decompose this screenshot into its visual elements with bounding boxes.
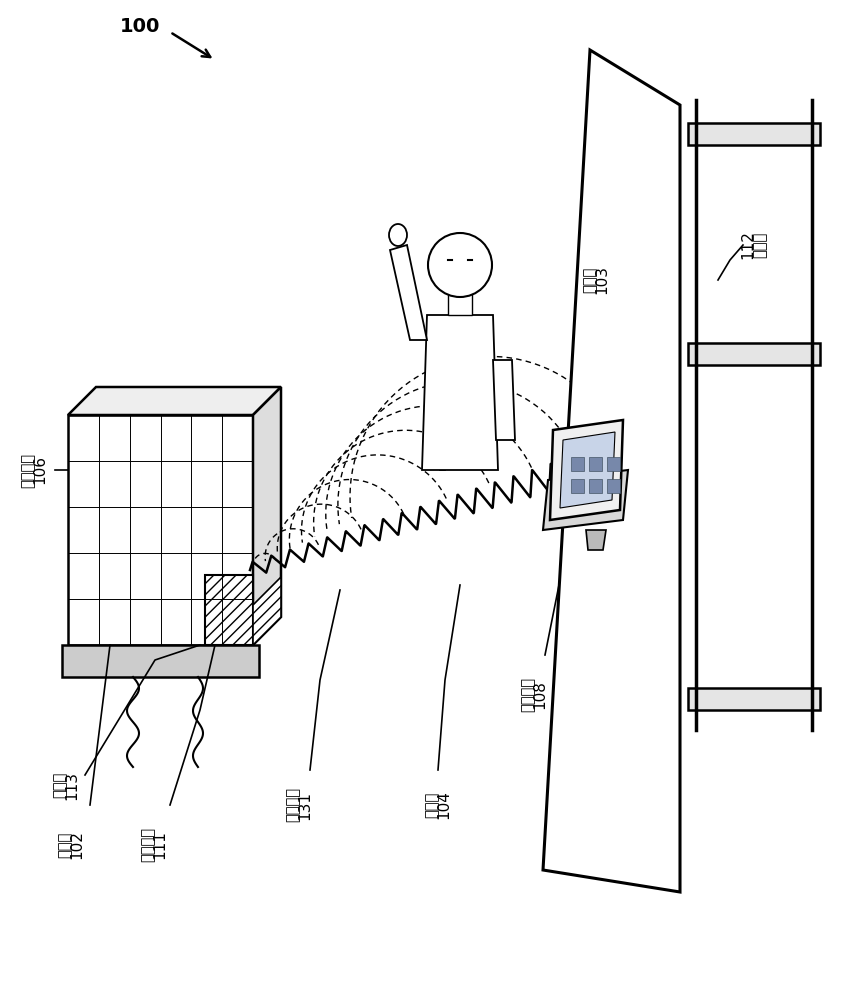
Text: 电子设备: 电子设备 (520, 678, 536, 712)
Text: 功率波: 功率波 (425, 792, 440, 818)
Text: 通信部件: 通信部件 (140, 828, 155, 862)
Bar (448, 293, 472, 315)
Text: 发射机: 发射机 (57, 832, 73, 858)
Ellipse shape (389, 224, 407, 246)
Polygon shape (560, 432, 615, 508)
Polygon shape (586, 530, 606, 550)
Polygon shape (422, 315, 498, 470)
Bar (589, 457, 602, 471)
Bar (607, 479, 620, 493)
Polygon shape (543, 50, 680, 892)
Text: 天线阵列: 天线阵列 (21, 452, 36, 488)
Bar (62, 645, 259, 677)
Text: 106: 106 (32, 456, 48, 485)
Polygon shape (437, 380, 448, 470)
Bar (68, 415, 253, 645)
Bar (607, 457, 620, 471)
Polygon shape (493, 360, 515, 440)
Text: 通信信号: 通信信号 (285, 788, 301, 822)
Polygon shape (68, 387, 281, 415)
Polygon shape (550, 420, 623, 520)
Polygon shape (253, 577, 281, 645)
Text: 103: 103 (595, 265, 610, 294)
Text: 111: 111 (153, 831, 167, 859)
Text: 能量儲: 能量儲 (753, 232, 767, 258)
Polygon shape (543, 470, 628, 530)
Bar (688, 343, 820, 365)
Bar (589, 479, 602, 493)
Bar (571, 479, 584, 493)
Text: 102: 102 (69, 831, 84, 859)
Text: 108: 108 (532, 681, 547, 709)
Polygon shape (390, 245, 427, 340)
Bar (205, 575, 253, 645)
Text: 131: 131 (297, 790, 312, 820)
Bar (688, 688, 820, 710)
Text: 112: 112 (740, 231, 755, 259)
Text: 传感器: 传感器 (53, 772, 68, 798)
Text: 100: 100 (120, 17, 160, 36)
Bar (688, 123, 820, 145)
Text: 113: 113 (64, 770, 80, 800)
Text: 104: 104 (436, 791, 452, 819)
Text: 接收机: 接收机 (583, 267, 597, 293)
Circle shape (428, 233, 492, 297)
Polygon shape (253, 387, 281, 645)
Polygon shape (462, 380, 483, 465)
Bar (571, 457, 584, 471)
